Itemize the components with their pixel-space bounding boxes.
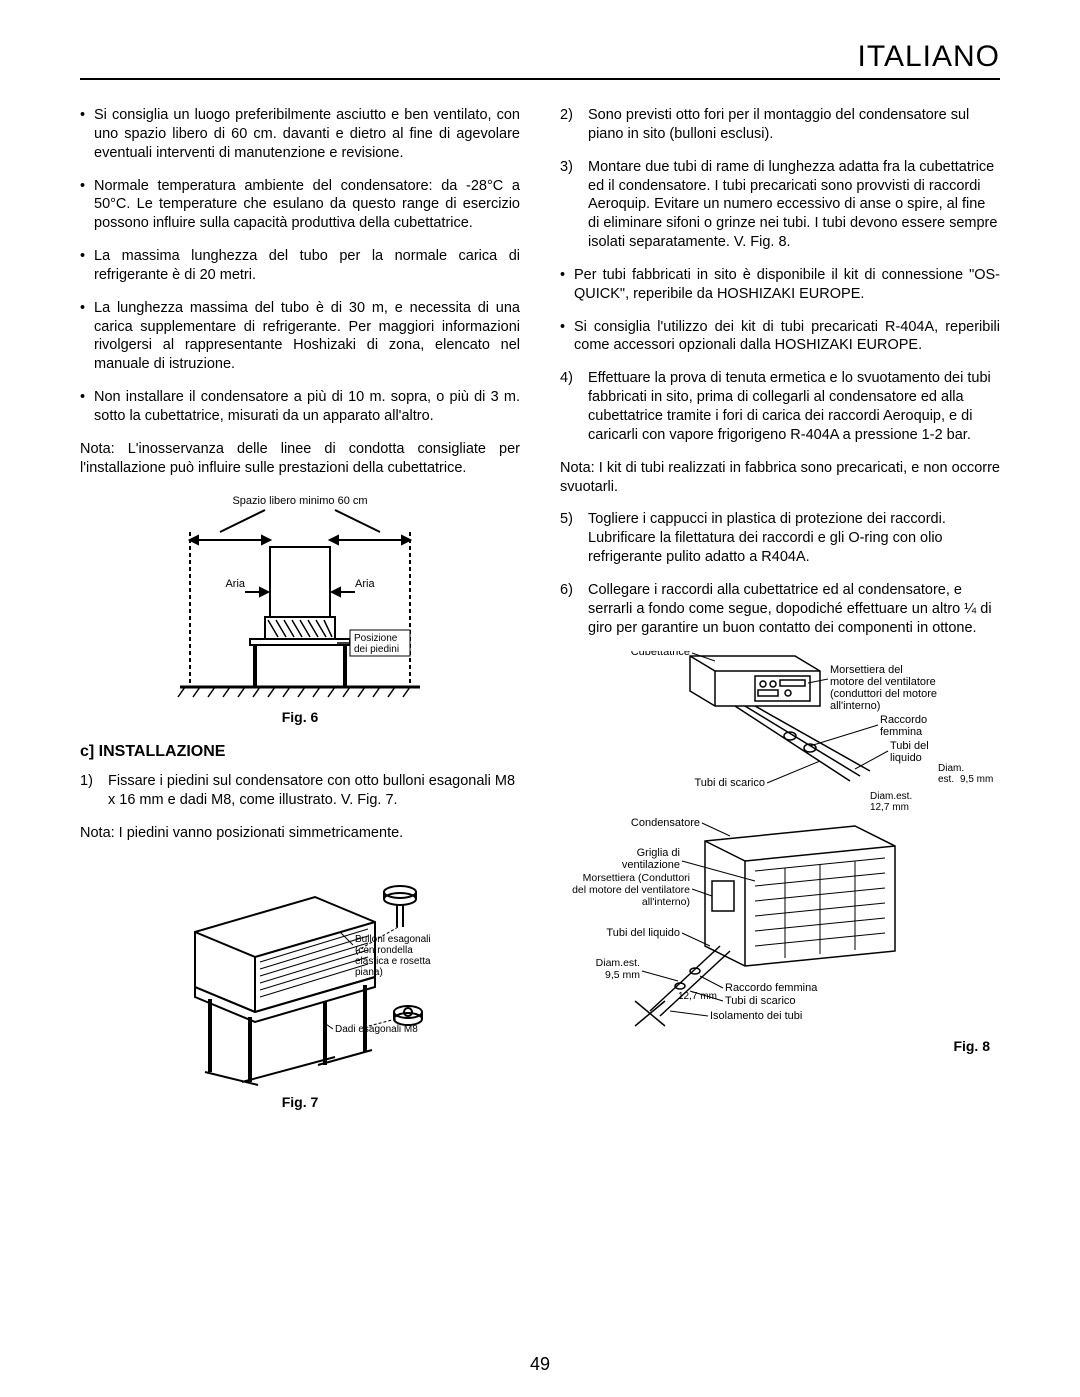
fig8-m1a: Morsettiera del bbox=[830, 664, 903, 676]
fig8-d1a: Diam. bbox=[938, 763, 964, 774]
fig8-m2c: all'interno) bbox=[642, 896, 690, 908]
fig7-nut: Dadi esagonali M8 bbox=[335, 1024, 418, 1035]
fig8-m1b: motore del ventilatore bbox=[830, 676, 936, 688]
install-warning: Nota: L'inosservanza delle linee di cond… bbox=[80, 440, 520, 478]
header-title: ITALIANO bbox=[858, 40, 1000, 73]
fig8-d4: 12,7 mm bbox=[678, 991, 717, 1002]
fig6-pos2: dei piedini bbox=[354, 644, 399, 655]
fig8-m1c: (conduttori del motore bbox=[830, 688, 937, 700]
fig8-rf: Raccordo femmina bbox=[725, 982, 818, 994]
fig6-top-label: Spazio libero minimo 60 cm bbox=[232, 495, 367, 507]
fig8-d1c: 9,5 mm bbox=[960, 774, 993, 785]
bullet-item: •Si consiglia l'utilizzo dei kit di tubi… bbox=[560, 318, 1000, 356]
left-column: •Si consiglia un luogo preferibilmente a… bbox=[80, 106, 520, 1127]
fig8-racc: Raccordo bbox=[880, 714, 927, 726]
right-column: 2)Sono previsti otto fori per il montagg… bbox=[560, 106, 1000, 1127]
fig7-bolt-c: elastica e rosetta bbox=[355, 956, 431, 967]
fig8-tubiliq: Tubi del liquido bbox=[606, 927, 680, 939]
fig7-bolt-a: Bulloni esagonali bbox=[355, 934, 431, 945]
note-symmetry: Nota: I piedini vanno posizionati simmet… bbox=[80, 824, 520, 843]
step-3: 3)Montare due tubi di rame di lunghezza … bbox=[560, 158, 1000, 252]
fig8-caption: Fig. 8 bbox=[560, 1037, 990, 1055]
fig8-cubettatrice: Cubettatrice bbox=[631, 651, 690, 658]
bullet-item: •Per tubi fabbricati in sito è disponibi… bbox=[560, 266, 1000, 304]
bullet-item: •La lunghezza massima del tubo è di 30 m… bbox=[80, 299, 520, 374]
fig8-femm: femmina bbox=[880, 726, 923, 738]
bullet-item: •Si consiglia un luogo preferibilmente a… bbox=[80, 106, 520, 163]
figure-6: Spazio libero minimo 60 cm bbox=[150, 492, 450, 702]
fig8-tl2: liquido bbox=[890, 752, 922, 764]
fig8-m2a: Morsettiera (Conduttori bbox=[583, 872, 690, 884]
fig8-ts: Tubi di scarico bbox=[694, 777, 765, 789]
figure-7: Bulloni esagonali (con rondella elastica… bbox=[140, 857, 460, 1087]
fig8-m2b: del motore del ventilatore bbox=[572, 884, 690, 896]
page-header: ITALIANO bbox=[80, 40, 1000, 80]
page-number: 49 bbox=[0, 1354, 1080, 1375]
fig8-g1: Griglia di bbox=[637, 847, 680, 859]
step-5: 5)Togliere i cappucci in plastica di pro… bbox=[560, 510, 1000, 567]
section-c-title: c] INSTALLAZIONE bbox=[80, 742, 520, 763]
fig8-iso: Isolamento dei tubi bbox=[710, 1010, 802, 1022]
step-2: 2)Sono previsti otto fori per il montagg… bbox=[560, 106, 1000, 144]
step-1: 1)Fissare i piedini sul condensatore con… bbox=[80, 772, 520, 810]
fig8-d2a: Diam.est. bbox=[870, 791, 912, 802]
step-4: 4)Effettuare la prova di tenuta ermetica… bbox=[560, 369, 1000, 444]
fig6-aria-left: Aria bbox=[225, 578, 245, 590]
fig7-caption: Fig. 7 bbox=[80, 1093, 520, 1111]
fig8-g2: ventilazione bbox=[622, 859, 680, 871]
fig7-bolt-d: piana) bbox=[355, 967, 383, 978]
fig8-d3a: Diam.est. bbox=[596, 957, 640, 969]
fig8-d2b: 12,7 mm bbox=[870, 802, 909, 813]
step-6: 6)Collegare i raccordi alla cubettatrice… bbox=[560, 581, 1000, 638]
fig6-caption: Fig. 6 bbox=[80, 708, 520, 726]
fig8-d3b: 9,5 mm bbox=[605, 969, 640, 981]
figure-8: Cubettatrice Morsettiera del motore del … bbox=[560, 651, 1000, 1031]
bullet-item: •Non installare il condensatore a più di… bbox=[80, 388, 520, 426]
note-kit: Nota: I kit di tubi realizzati in fabbri… bbox=[560, 459, 1000, 497]
fig8-ts2: Tubi di scarico bbox=[725, 995, 796, 1007]
fig8-tl1: Tubi del bbox=[890, 740, 929, 752]
fig8-cond: Condensatore bbox=[631, 817, 700, 829]
fig6-pos1: Posizione bbox=[354, 633, 398, 644]
fig8-m1d: all'interno) bbox=[830, 700, 880, 712]
bullet-item: •Normale temperatura ambiente del conden… bbox=[80, 177, 520, 234]
fig7-bolt-b: (con rondella bbox=[355, 945, 413, 956]
fig8-d1b: est. bbox=[938, 774, 954, 785]
fig6-aria-right: Aria bbox=[355, 578, 375, 590]
bullet-item: •La massima lunghezza del tubo per la no… bbox=[80, 247, 520, 285]
